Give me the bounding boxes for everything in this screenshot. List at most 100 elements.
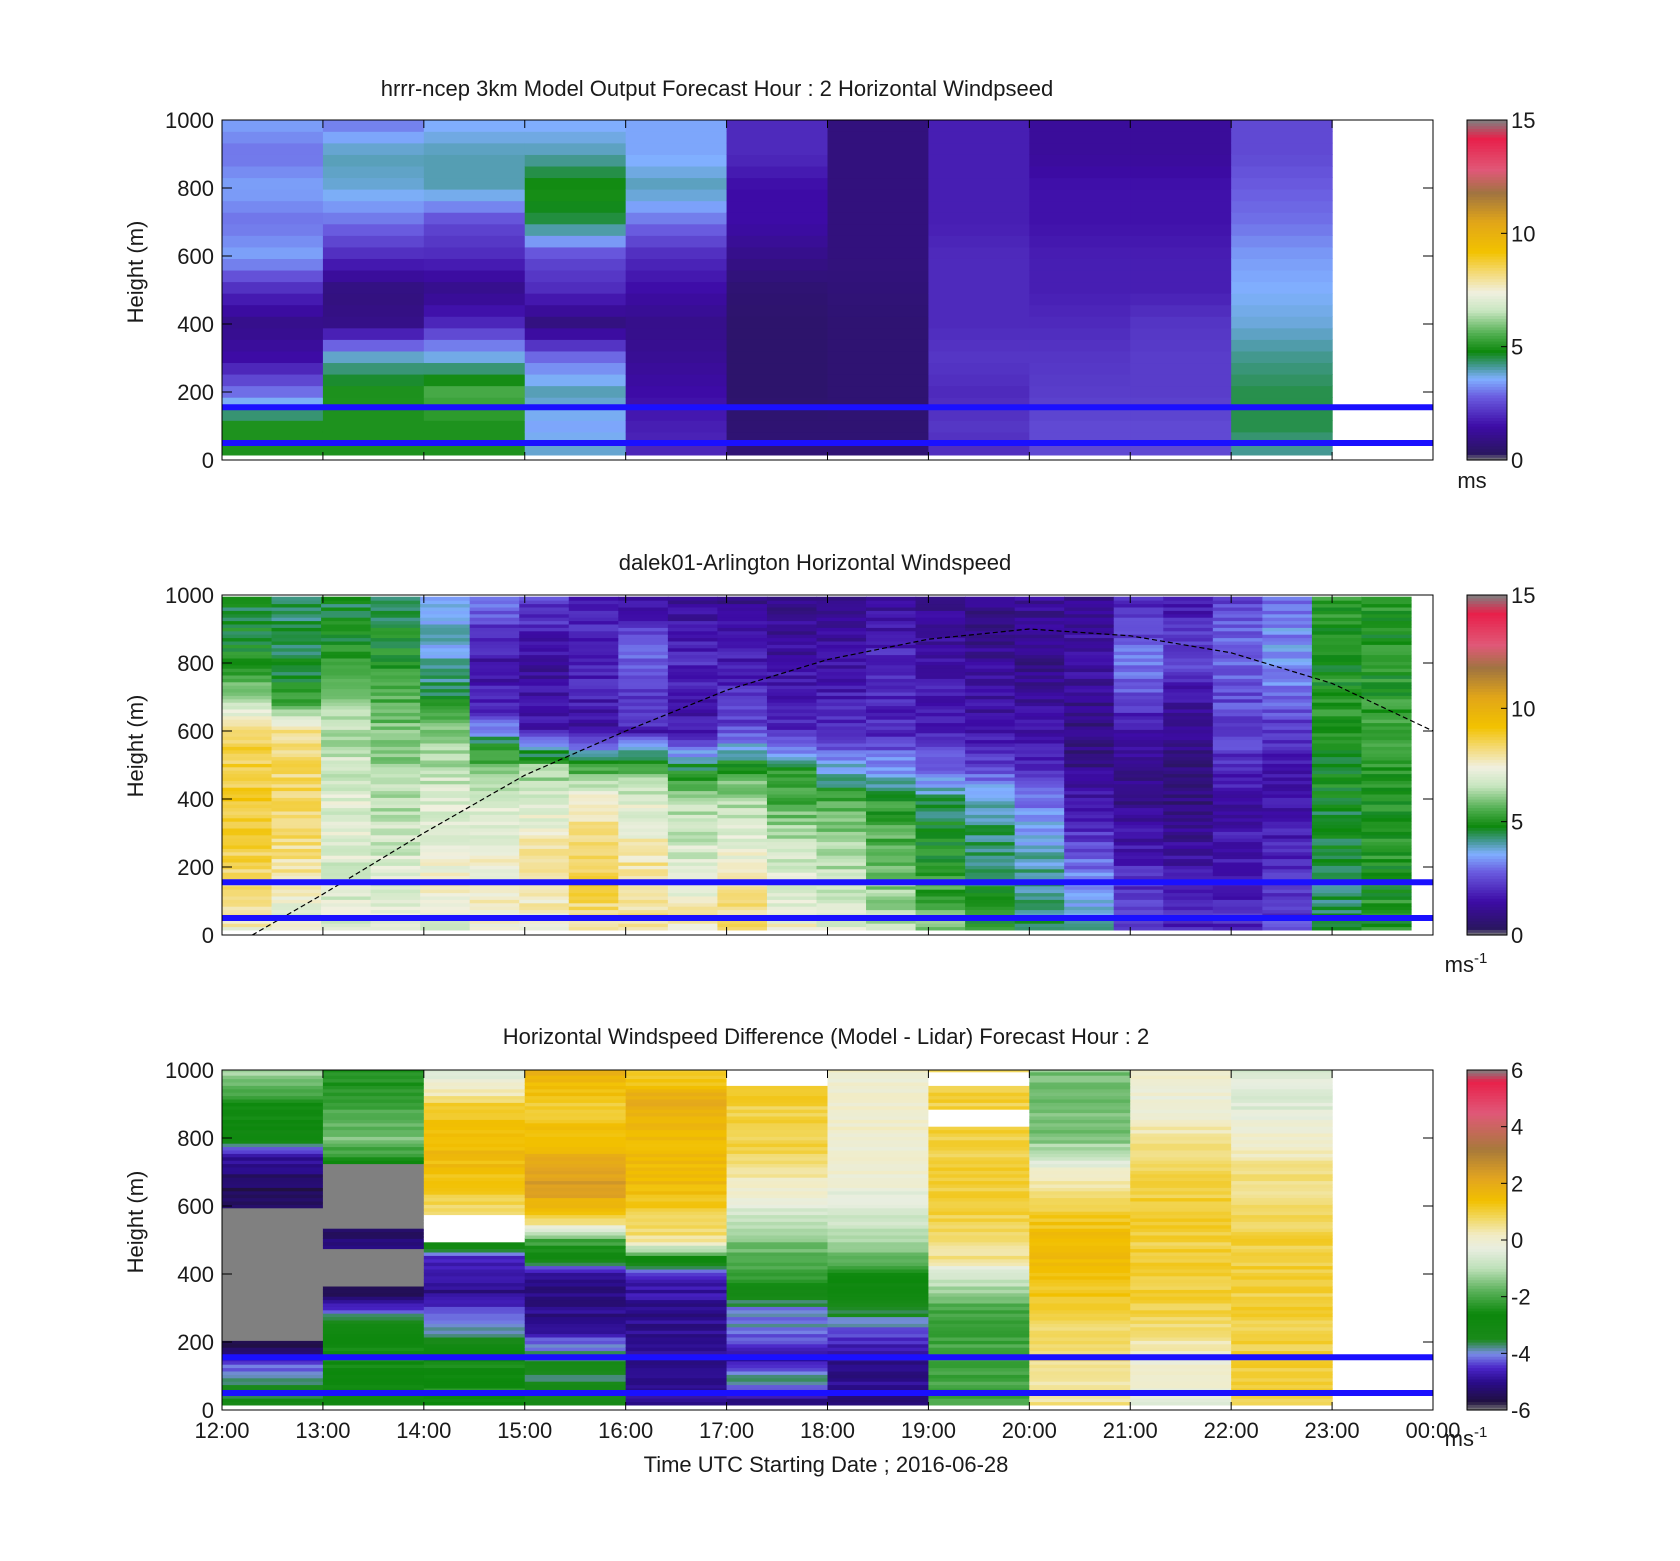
heatmap-cell (915, 787, 966, 792)
heatmap-cell (322, 1078, 425, 1083)
heatmap-cell (469, 685, 520, 690)
heatmap-cell (618, 790, 669, 795)
colorbar-swatch (1467, 1206, 1507, 1210)
heatmap-cell (568, 627, 619, 632)
colorbar-swatch (1467, 1322, 1507, 1326)
heatmap-cell (1029, 1109, 1131, 1114)
colorbar-swatch (1467, 1251, 1507, 1255)
heatmap-cell (271, 739, 322, 744)
heatmap-cell (1262, 603, 1313, 608)
heatmap-cell (717, 657, 768, 662)
heatmap-cell (1029, 1248, 1131, 1253)
heatmap-cell (568, 804, 619, 809)
heatmap-cell (726, 1224, 829, 1229)
heatmap-cell (568, 919, 619, 924)
heatmap-cell (222, 644, 273, 649)
heatmap-cell (524, 223, 627, 236)
heatmap-cell (1262, 746, 1313, 751)
heatmap-cell (1361, 834, 1412, 839)
heatmap-cell (321, 868, 372, 873)
heatmap-cell (1029, 1231, 1131, 1236)
heatmap-cell (915, 834, 966, 839)
heatmap-cell (965, 827, 1016, 832)
heatmap-cell (1064, 763, 1115, 768)
heatmap-cell (322, 1105, 425, 1110)
heatmap-cell (1311, 742, 1363, 747)
heatmap-cell (1231, 1109, 1333, 1114)
colorbar-swatch (1467, 716, 1507, 721)
heatmap-cell (469, 596, 520, 601)
heatmap-cell (322, 1245, 425, 1250)
heatmap-cell (1231, 1095, 1333, 1100)
heatmap-cell (524, 1194, 627, 1199)
heatmap-cell (321, 719, 372, 724)
heatmap-cell (1231, 1398, 1333, 1403)
heatmap-cell (866, 753, 917, 758)
heatmap-cell (1014, 855, 1065, 860)
heatmap-cell (928, 1146, 1030, 1151)
heatmap-cell (519, 603, 570, 608)
heatmap-cell (1212, 651, 1263, 656)
heatmap-cell (568, 610, 619, 615)
heatmap-cell (321, 627, 372, 632)
heatmap-cell (322, 269, 425, 283)
colorbar-swatch (1467, 1344, 1507, 1349)
heatmap-cell (1212, 906, 1263, 911)
heatmap-cell (322, 1282, 425, 1287)
heatmap-cell (568, 821, 619, 826)
heatmap-cell (568, 705, 619, 710)
heatmap-cell (827, 1381, 930, 1386)
heatmap-cell (222, 715, 273, 720)
heatmap-cell (1130, 408, 1232, 421)
heatmap-cell (524, 1272, 627, 1277)
heatmap-cell (726, 293, 829, 306)
heatmap-cell (1064, 732, 1115, 737)
heatmap-cell (420, 668, 471, 673)
colorbar-swatch (1467, 595, 1507, 599)
heatmap-cell (420, 844, 471, 849)
heatmap-cell (1262, 623, 1313, 628)
heatmap-cell (1014, 719, 1065, 724)
heatmap-cell (827, 304, 930, 317)
heatmap-cell (1361, 814, 1412, 819)
heatmap-cell (524, 1241, 627, 1246)
heatmap-cell (370, 613, 421, 618)
heatmap-cell (1212, 919, 1263, 924)
heatmap-cell (1311, 834, 1363, 839)
heatmap-cell (322, 1333, 425, 1338)
heatmap-cell (1262, 739, 1313, 744)
colorbar-swatch (1467, 612, 1507, 616)
heatmap-cell (321, 804, 372, 809)
heatmap-cell (915, 725, 966, 730)
colorbar-swatch (1467, 1214, 1507, 1218)
heatmap-cell (726, 1197, 829, 1202)
heatmap-cell (322, 1207, 425, 1212)
heatmap-cell (271, 804, 322, 809)
heatmap-cell (928, 420, 1030, 433)
heatmap-cell (1130, 1105, 1232, 1110)
heatmap-cell (322, 120, 425, 132)
heatmap-cell (271, 729, 322, 734)
colorbar-swatch (1467, 728, 1507, 732)
heatmap-cell (519, 759, 570, 764)
heatmap-cell (1029, 1224, 1131, 1229)
heatmap-cell (469, 657, 520, 662)
heatmap-cell (965, 637, 1016, 642)
colorbar-swatch (1467, 1359, 1507, 1363)
heatmap-cell (1163, 623, 1214, 628)
heatmap-cell (524, 1319, 627, 1324)
heatmap-cell (618, 776, 669, 781)
heatmap-cell (1212, 804, 1263, 809)
heatmap-cell (625, 362, 728, 375)
heatmap-cell (271, 644, 322, 649)
heatmap-cell (1361, 736, 1412, 741)
colorbar-swatch (1467, 241, 1507, 246)
heatmap-cell (1029, 1262, 1131, 1267)
heatmap-cell (370, 637, 421, 642)
heatmap-cell (1163, 647, 1214, 652)
heatmap-cell (915, 600, 966, 605)
heatmap-cell (524, 1102, 627, 1107)
heatmap-cell (667, 657, 719, 662)
heatmap-cell (271, 844, 322, 849)
heatmap-cell (667, 766, 719, 771)
